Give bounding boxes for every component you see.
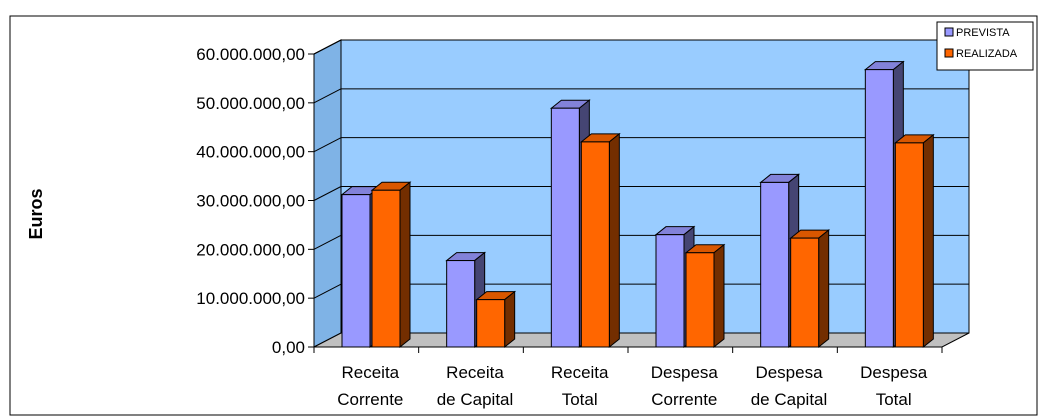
bar-front xyxy=(760,181,790,348)
y-axis: 0,00 10.000.000,00 20.000.000,00 30.000.000… xyxy=(196,45,315,357)
bar-front xyxy=(864,69,894,348)
gridline-side xyxy=(313,88,342,104)
category-label: Despesa xyxy=(651,363,719,382)
bar-side xyxy=(504,290,516,349)
y-tick-label: 0,00 xyxy=(272,338,305,357)
legend: PREVISTA REALIZADA xyxy=(936,21,1034,71)
y-tick-label: 20.000.000,00 xyxy=(196,240,305,259)
category-label: Receita xyxy=(342,363,400,382)
category-label: Corrente xyxy=(651,390,717,409)
bar-side xyxy=(608,132,620,349)
legend-label: REALIZADA xyxy=(956,48,1018,60)
bar-realizada xyxy=(789,229,831,349)
gridline-side xyxy=(313,39,342,55)
bar-realizada xyxy=(579,132,621,349)
bar-realizada xyxy=(893,133,935,349)
y-tick-label: 30.000.000,00 xyxy=(196,192,305,211)
legend-swatch xyxy=(944,27,954,37)
gridline-side xyxy=(313,283,342,299)
category-label: Receita xyxy=(551,363,609,382)
y-tick-label: 10.000.000,00 xyxy=(196,289,305,308)
bar-series xyxy=(340,60,935,349)
legend-label: PREVISTA xyxy=(956,27,1010,39)
bar-realizada xyxy=(370,181,412,349)
bar-front xyxy=(655,234,685,348)
y-tick-label: 40.000.000,00 xyxy=(196,143,305,162)
category-label: Total xyxy=(562,390,598,409)
legend-swatch xyxy=(944,48,954,58)
bar-realizada xyxy=(684,243,726,349)
category-label: de Capital xyxy=(437,390,514,409)
bar-front xyxy=(894,142,924,348)
gridline-side xyxy=(313,137,342,153)
bar-side xyxy=(713,243,725,349)
y-axis-label: Euros xyxy=(26,188,46,239)
bar-side xyxy=(399,181,411,349)
bar-realizada xyxy=(475,290,517,349)
bar-front xyxy=(446,260,476,348)
y-tick-label: 50.000.000,00 xyxy=(196,94,305,113)
bar-side xyxy=(922,133,934,349)
gridline-side xyxy=(313,234,342,250)
gridline-side xyxy=(313,186,342,201)
bar-front xyxy=(476,299,506,348)
category-label: de Capital xyxy=(751,390,828,409)
bar-side xyxy=(818,229,830,349)
bar-prevista xyxy=(759,173,801,349)
x-axis: Receita Corrente Receita de Capital Receita T… xyxy=(313,346,943,409)
bar-front xyxy=(371,189,401,348)
category-label: Despesa xyxy=(755,363,823,382)
y-tick-label: 60.000.000,00 xyxy=(196,45,305,64)
bar-front xyxy=(685,252,715,348)
bar-front xyxy=(790,237,820,348)
category-label: Corrente xyxy=(337,390,403,409)
bar-front xyxy=(341,194,371,348)
bar-front xyxy=(580,141,610,348)
category-label: Total xyxy=(876,390,912,409)
category-label: Receita xyxy=(446,363,504,382)
category-label: Despesa xyxy=(860,363,928,382)
bar-front xyxy=(550,107,580,348)
